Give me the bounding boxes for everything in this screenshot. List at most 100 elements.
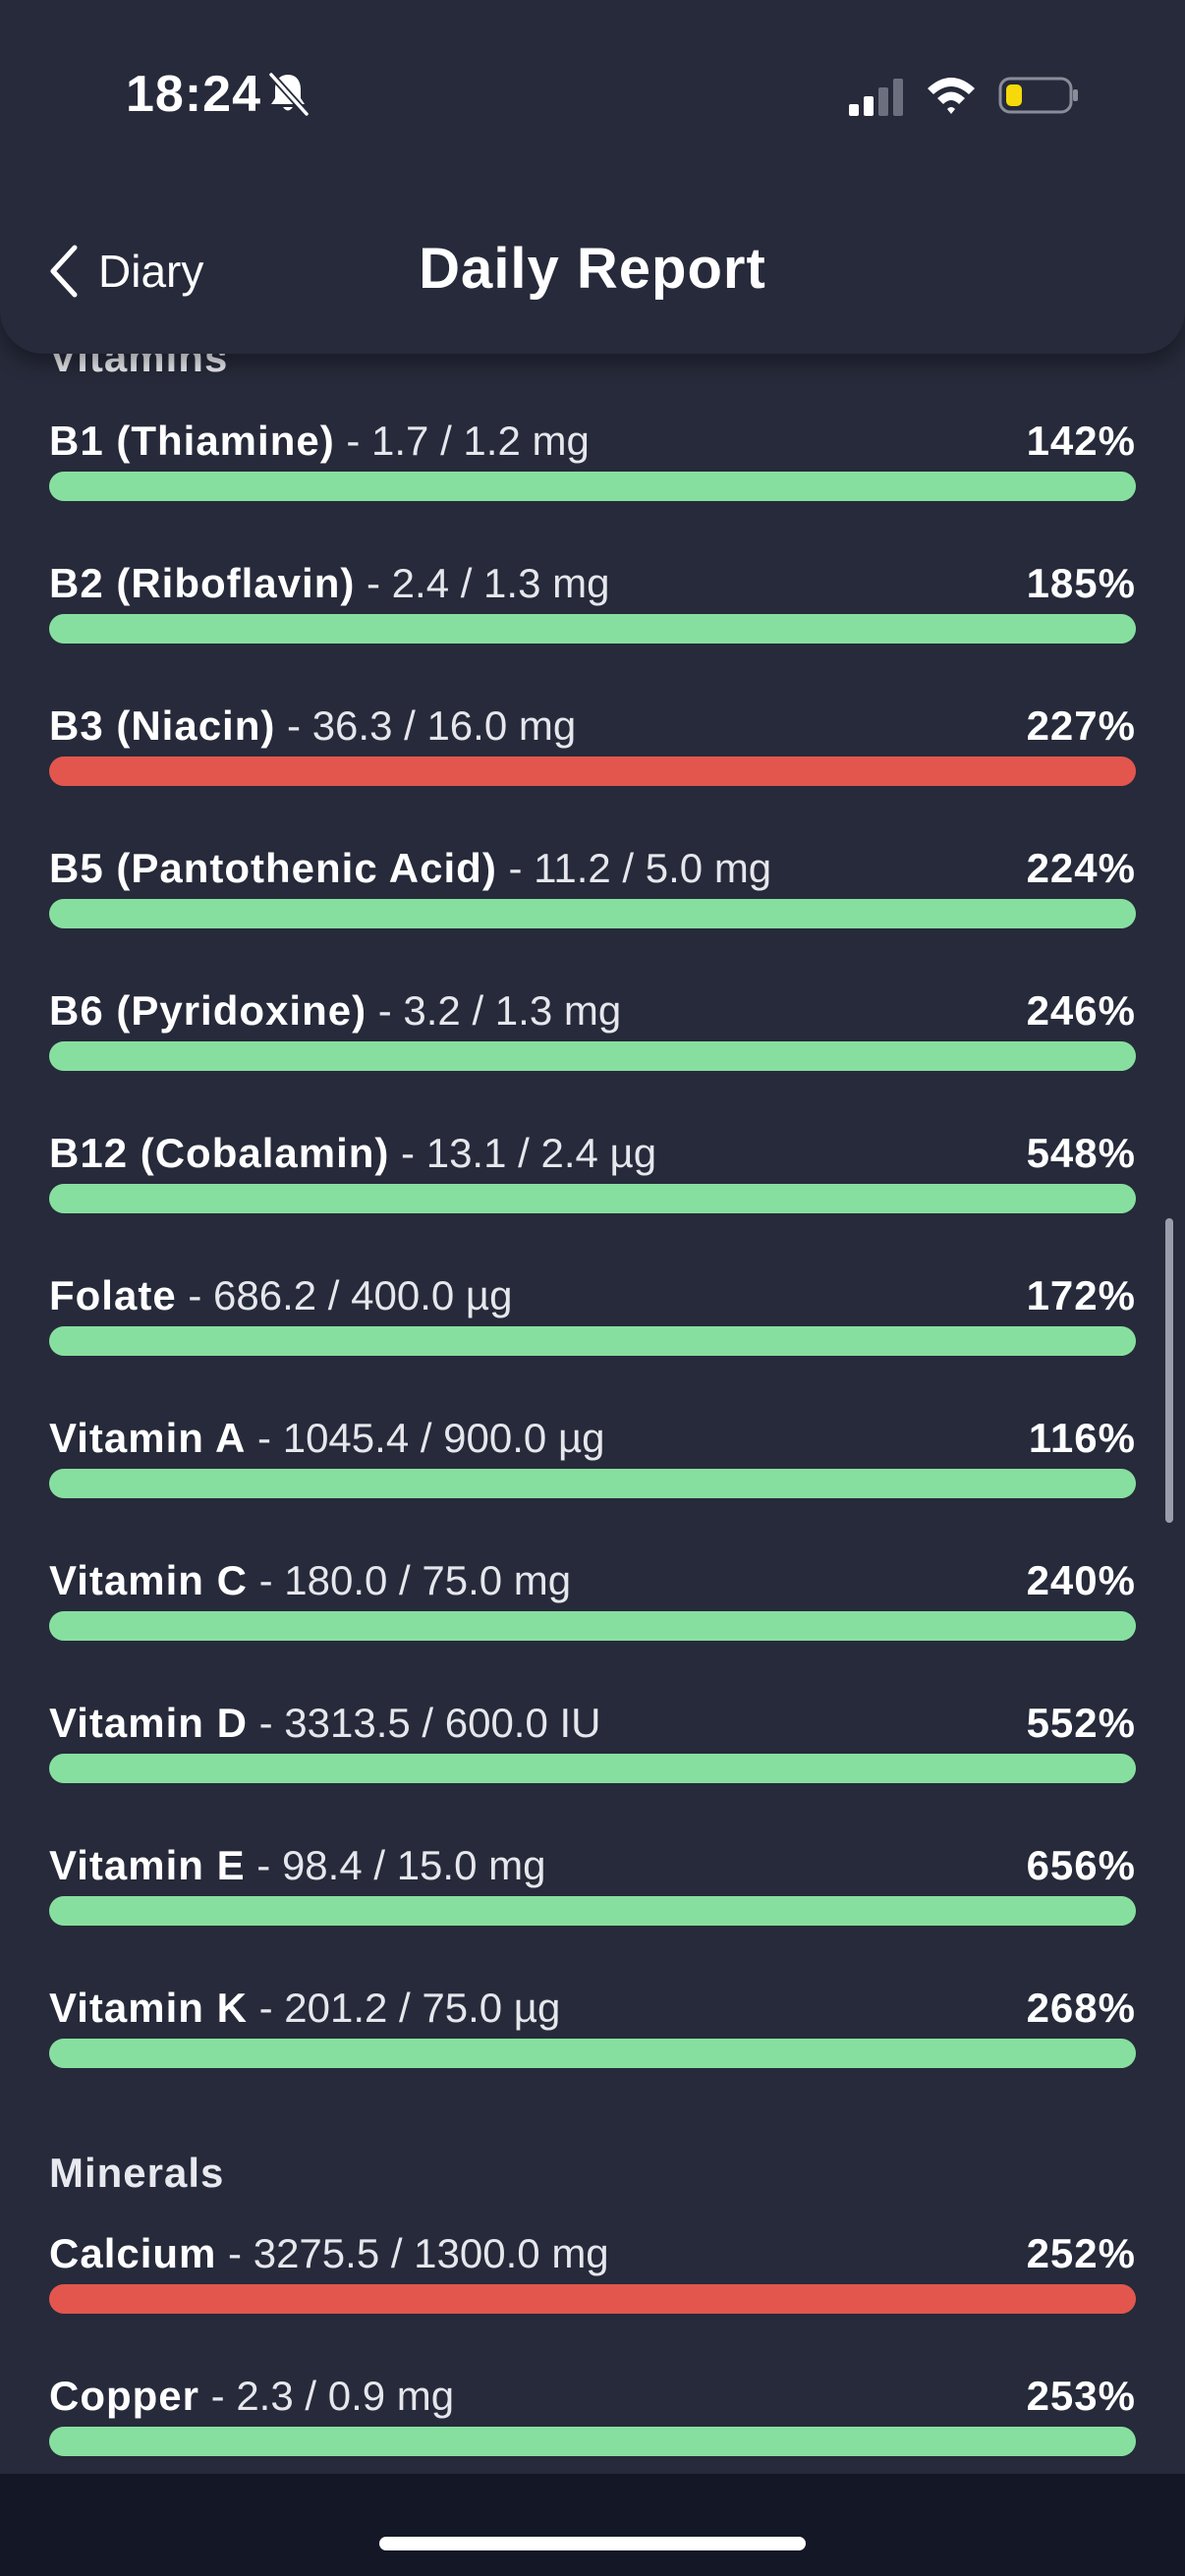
nutrient-row-b2: B2 (Riboflavin) - 2.4 / 1.3 mg 185% (49, 560, 1136, 658)
nutrient-amount: - 1.7 / 1.2 mg (334, 418, 590, 464)
nutrient-percent: 224% (1026, 845, 1136, 891)
progress-fill (49, 472, 1136, 501)
progress-bar (49, 1184, 1136, 1213)
nav-header: 18:24 Diary Daily Report (0, 0, 1185, 354)
progress-bar (49, 2427, 1136, 2456)
progress-fill (49, 1896, 1136, 1926)
nutrient-percent: 268% (1026, 1985, 1136, 2031)
nutrient-amount: - 180.0 / 75.0 mg (247, 1557, 572, 1603)
progress-fill (49, 2427, 1136, 2456)
nutrient-percent: 552% (1026, 1700, 1136, 1746)
progress-fill (49, 2039, 1136, 2068)
progress-fill (49, 756, 1136, 786)
chevron-left-icon (50, 245, 78, 298)
back-button[interactable]: Diary (47, 232, 203, 310)
progress-fill (49, 1041, 1136, 1071)
nutrient-row-copper: Copper - 2.3 / 0.9 mg 253% (49, 2373, 1136, 2471)
nutrient-amount: - 98.4 / 15.0 mg (245, 1842, 546, 1888)
progress-fill (49, 2284, 1136, 2314)
progress-bar (49, 1469, 1136, 1498)
nutrient-row-vitamin-e: Vitamin E - 98.4 / 15.0 mg 656% (49, 1842, 1136, 1940)
nutrient-row-calcium: Calcium - 3275.5 / 1300.0 mg 252% (49, 2230, 1136, 2328)
progress-bar (49, 1896, 1136, 1926)
nutrient-row-b5: B5 (Pantothenic Acid) - 11.2 / 5.0 mg 22… (49, 845, 1136, 943)
nutrient-row-vitamin-a: Vitamin A - 1045.4 / 900.0 µg 116% (49, 1415, 1136, 1513)
nutrient-amount: - 686.2 / 400.0 µg (176, 1272, 513, 1318)
progress-bar (49, 899, 1136, 928)
progress-bar (49, 1611, 1136, 1641)
progress-bar (49, 472, 1136, 501)
nutrient-name: Vitamin A (49, 1415, 247, 1461)
wifi-icon (928, 78, 975, 114)
nutrient-percent: 656% (1026, 1842, 1136, 1888)
nutrient-amount: - 3275.5 / 1300.0 mg (216, 2230, 609, 2276)
nutrient-row-b1: B1 (Thiamine) - 1.7 / 1.2 mg 142% (49, 418, 1136, 516)
nutrient-amount: - 36.3 / 16.0 mg (275, 702, 577, 749)
status-bar: 18:24 (0, 0, 1185, 187)
nutrient-amount: - 1045.4 / 900.0 µg (246, 1415, 605, 1461)
nutrient-percent: 246% (1026, 987, 1136, 1034)
progress-fill (49, 1469, 1136, 1498)
progress-fill (49, 1611, 1136, 1641)
progress-bar (49, 2284, 1136, 2314)
nutrient-percent: 227% (1026, 702, 1136, 749)
progress-bar (49, 2039, 1136, 2068)
nutrient-amount: - 2.4 / 1.3 mg (355, 560, 610, 606)
progress-fill (49, 1754, 1136, 1783)
progress-bar (49, 756, 1136, 786)
nutrient-name: B1 (Thiamine) (49, 418, 335, 464)
nutrient-name: B3 (Niacin) (49, 702, 276, 749)
nutrient-amount: - 3313.5 / 600.0 IU (247, 1700, 601, 1746)
nutrient-amount: - 201.2 / 75.0 µg (247, 1985, 561, 2031)
nutrient-name: Vitamin D (49, 1700, 248, 1746)
nutrient-name: Vitamin E (49, 1842, 246, 1888)
bottom-safe-area (0, 2474, 1185, 2576)
nutrient-percent: 116% (1028, 1415, 1136, 1461)
progress-bar (49, 1041, 1136, 1071)
progress-fill (49, 1326, 1136, 1356)
nutrient-name: B12 (Cobalamin) (49, 1130, 390, 1176)
nutrient-row-folate: Folate - 686.2 / 400.0 µg 172% (49, 1272, 1136, 1371)
status-time: 18:24 (126, 66, 261, 123)
report-content[interactable]: Vitamins B1 (Thiamine) - 1.7 / 1.2 mg 14… (0, 0, 1185, 2476)
nutrient-row-vitamin-k: Vitamin K - 201.2 / 75.0 µg 268% (49, 1985, 1136, 2083)
nutrient-name: Copper (49, 2373, 199, 2419)
nutrient-percent: 253% (1026, 2373, 1136, 2419)
nutrient-name: B5 (Pantothenic Acid) (49, 845, 497, 891)
nutrient-row-vitamin-c: Vitamin C - 180.0 / 75.0 mg 240% (49, 1557, 1136, 1655)
nutrient-name: B6 (Pyridoxine) (49, 987, 367, 1034)
nutrient-amount: - 3.2 / 1.3 mg (367, 987, 622, 1034)
progress-bar (49, 614, 1136, 644)
nutrient-name: Vitamin K (49, 1985, 248, 2031)
progress-fill (49, 614, 1136, 644)
home-indicator[interactable] (379, 2537, 806, 2550)
nutrient-percent: 172% (1026, 1272, 1136, 1318)
nutrient-percent: 240% (1026, 1557, 1136, 1603)
nutrient-percent: 142% (1026, 418, 1136, 464)
nutrient-row-vitamin-d: Vitamin D - 3313.5 / 600.0 IU 552% (49, 1700, 1136, 1798)
back-label: Diary (98, 246, 204, 297)
page-title: Daily Report (419, 237, 766, 301)
nutrient-name: Vitamin C (49, 1557, 248, 1603)
progress-bar (49, 1326, 1136, 1356)
battery-icon (998, 77, 1078, 114)
progress-bar (49, 1754, 1136, 1783)
section-heading-minerals: Minerals (49, 2150, 225, 2196)
nutrient-name: B2 (Riboflavin) (49, 560, 356, 606)
bell-slash-icon (268, 72, 310, 117)
cellular-signal-icon (849, 79, 903, 116)
nutrient-row-b12: B12 (Cobalamin) - 13.1 / 2.4 µg 548% (49, 1130, 1136, 1228)
nutrient-row-b6: B6 (Pyridoxine) - 3.2 / 1.3 mg 246% (49, 987, 1136, 1086)
scroll-indicator[interactable] (1165, 1218, 1173, 1523)
nutrient-name: Calcium (49, 2230, 217, 2276)
nutrient-percent: 548% (1026, 1130, 1136, 1176)
nutrient-percent: 185% (1026, 560, 1136, 606)
nutrient-amount: - 11.2 / 5.0 mg (496, 845, 772, 891)
nutrient-percent: 252% (1026, 2230, 1136, 2276)
progress-fill (49, 899, 1136, 928)
nutrient-row-b3: B3 (Niacin) - 36.3 / 16.0 mg 227% (49, 702, 1136, 801)
nutrient-amount: - 13.1 / 2.4 µg (389, 1130, 657, 1176)
nutrient-name: Folate (49, 1272, 177, 1318)
progress-fill (49, 1184, 1136, 1213)
nutrient-amount: - 2.3 / 0.9 mg (199, 2373, 455, 2419)
